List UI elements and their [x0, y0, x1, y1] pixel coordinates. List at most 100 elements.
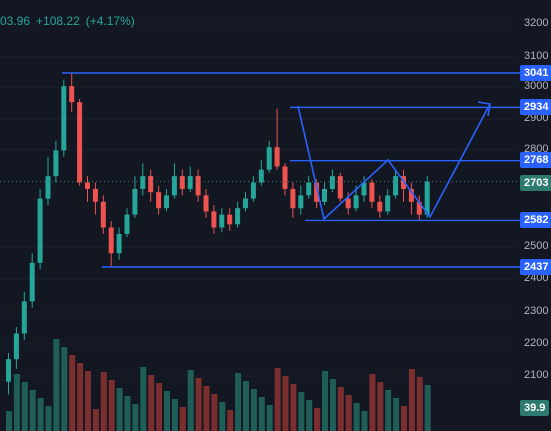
candle-body	[132, 188, 138, 215]
candle-body	[108, 227, 114, 254]
volume-bar	[148, 375, 155, 431]
candle-body	[53, 150, 59, 177]
candle-body	[235, 208, 241, 225]
volume-bar	[227, 410, 234, 431]
candle-body	[61, 86, 67, 151]
volume-bar	[92, 409, 99, 431]
price-tick: 3100	[524, 50, 549, 62]
candle-body	[124, 214, 130, 234]
candle-body	[179, 176, 185, 189]
volume-bar	[393, 398, 400, 431]
volume-bar	[211, 394, 218, 431]
candle-body	[369, 182, 375, 202]
arrow-head	[477, 101, 491, 117]
candle-body	[345, 198, 351, 209]
change-value: +108.22	[36, 14, 80, 28]
level-tag[interactable]: 2768	[520, 152, 551, 168]
volume-bar	[377, 382, 384, 431]
candle-body	[322, 188, 327, 202]
candle-body	[140, 176, 146, 189]
volume-bar	[156, 383, 163, 431]
volume-bar	[298, 392, 305, 431]
volume-bar	[203, 386, 210, 431]
volume-bar	[322, 371, 328, 431]
pattern-path	[297, 103, 491, 221]
volume-bar	[124, 396, 131, 431]
volume-bar	[37, 398, 44, 431]
price-tick: 2400	[524, 272, 549, 284]
current-price-tag: 2703	[520, 175, 551, 191]
volume-bar	[329, 379, 336, 431]
candle-body	[329, 176, 335, 189]
candle-body	[353, 195, 359, 209]
volume-bar	[408, 369, 415, 431]
candle-body	[13, 333, 19, 360]
volume-bar	[361, 411, 368, 431]
candle-body	[243, 198, 248, 209]
volume-bar	[29, 390, 36, 431]
volume-bar	[195, 378, 202, 431]
candle-body	[6, 359, 11, 382]
volume-bar	[416, 377, 423, 431]
candle-body	[195, 176, 201, 196]
candle-body	[203, 195, 209, 212]
volume-bar	[401, 406, 407, 431]
candle-body	[258, 169, 264, 183]
level-tag[interactable]: 2934	[520, 99, 551, 115]
volume-bar	[132, 404, 139, 431]
volume-bar	[282, 376, 289, 431]
volume-bar	[45, 406, 52, 431]
candle-body	[337, 176, 343, 199]
candle-body	[100, 201, 106, 228]
volume-bar	[85, 371, 91, 431]
change-percent: (+4.17%)	[85, 14, 135, 28]
volume-bar	[100, 372, 107, 431]
candle-body	[69, 86, 75, 103]
candle-body	[274, 147, 280, 167]
candle-body	[250, 182, 256, 199]
candle-body	[116, 233, 122, 254]
volume-bar	[274, 368, 281, 431]
volume-bar	[258, 397, 265, 431]
volume-bar	[164, 391, 170, 431]
volume-bar	[345, 395, 352, 431]
candle-body	[148, 176, 154, 193]
price-tick: 3200	[524, 17, 549, 29]
volume-bar	[424, 385, 431, 431]
volume-bar	[13, 374, 20, 431]
price-tick: 2200	[524, 337, 549, 349]
volume-bar	[353, 403, 360, 431]
volume-bar	[337, 387, 344, 431]
candle-body	[361, 182, 367, 196]
volume-bar	[21, 382, 28, 431]
volume-bar	[108, 380, 115, 431]
candle-body	[164, 195, 169, 209]
candle-body	[77, 102, 83, 183]
price-tick: 2100	[524, 369, 549, 381]
volume-bar	[314, 408, 321, 431]
candle-body	[156, 192, 162, 209]
volume-bar	[369, 374, 376, 431]
open-price-partial: 03.96	[0, 14, 31, 28]
candle-body	[314, 182, 320, 202]
level-tag[interactable]: 3041	[520, 65, 551, 81]
candle-body	[416, 201, 422, 215]
level-tag[interactable]: 2582	[520, 212, 551, 228]
price-tick: 2300	[524, 305, 549, 317]
candle-body	[37, 198, 43, 263]
volume-bar	[306, 400, 313, 431]
candle-body	[298, 195, 304, 209]
candle-body	[219, 214, 225, 228]
volume-bar	[179, 407, 186, 431]
volume-bar	[53, 339, 60, 431]
candle-body	[187, 176, 193, 189]
candle-body	[282, 166, 288, 189]
candle-body	[29, 262, 35, 302]
level-tag[interactable]: 2437	[520, 259, 551, 275]
candle-body	[211, 211, 217, 228]
volume-bar	[243, 381, 249, 431]
candle-body	[85, 182, 90, 189]
volume-bar	[250, 389, 257, 431]
